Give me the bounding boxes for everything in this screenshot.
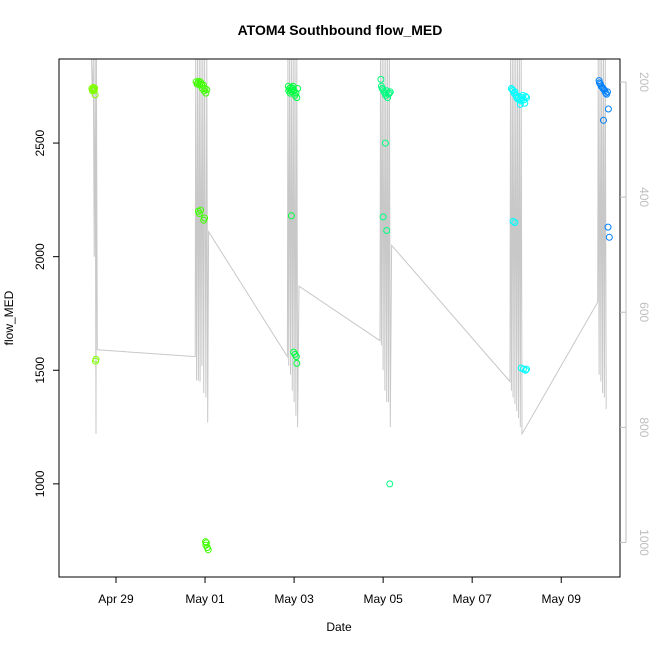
data-point [201,85,209,92]
data-point [197,206,205,214]
data-point [523,94,530,102]
data-point [202,541,210,549]
y-tick-label: 1500 [33,357,47,384]
x-tick-label: May 03 [274,592,314,606]
x-tick-label: Apr 29 [98,592,134,606]
data-point [287,212,295,220]
data-point [289,82,297,90]
data-point [92,355,100,363]
right-axis-tick-label: 600 [637,302,650,322]
data-point [381,139,389,147]
data-point [602,89,610,97]
right-axis-tick-label: 1000 [637,529,650,556]
data-point [604,223,612,231]
data-point [509,217,517,225]
data-point [516,100,524,108]
data-point [91,91,99,99]
data-point [198,80,205,88]
x-tick-label: May 09 [542,592,582,606]
data-point [294,85,302,92]
data-point [604,105,612,113]
y-tick-label: 2000 [33,243,47,270]
data-point [523,365,530,373]
x-tick-label: May 01 [185,592,225,606]
data-point [386,480,394,488]
secondary-line-layer [91,58,607,436]
data-point [377,75,385,83]
right-axis-tick-label: 200 [637,72,650,92]
data-point [293,94,301,102]
y-axis-label: flow_MED [2,290,16,345]
data-point [604,88,611,96]
data-point [202,89,210,97]
data-point [293,359,301,367]
data-point [201,214,209,222]
data-point [290,87,298,95]
data-point [195,210,203,217]
data-point [379,213,387,221]
axes-layer: Apr 29 May 01 May 03 May 05 May 07 May 09 1000… [33,58,650,606]
data-point [386,88,394,96]
x-tick-label: May 07 [453,592,493,606]
data-point [292,89,300,97]
y-tick-label: 2500 [33,129,47,156]
right-axis-tick-label: 800 [637,417,650,437]
chart-title: ATOM4 Southbound flow_MED [238,22,443,38]
data-point [203,86,211,94]
data-point [511,219,519,227]
data-point [383,227,391,234]
data-point [522,93,530,100]
x-tick-label: May 05 [363,592,403,606]
secondary-series-line [91,58,607,436]
data-point [522,366,530,374]
y-tick-label: 1000 [33,470,47,497]
data-point [91,84,99,92]
data-point [385,89,393,97]
data-point [605,233,613,241]
data-point [384,94,392,102]
data-points-layer [88,75,613,554]
data-point [385,90,392,98]
right-axis-tick-label: 400 [637,187,650,207]
data-point [600,116,607,124]
data-point [292,353,300,361]
x-axis-label: Date [326,620,352,634]
